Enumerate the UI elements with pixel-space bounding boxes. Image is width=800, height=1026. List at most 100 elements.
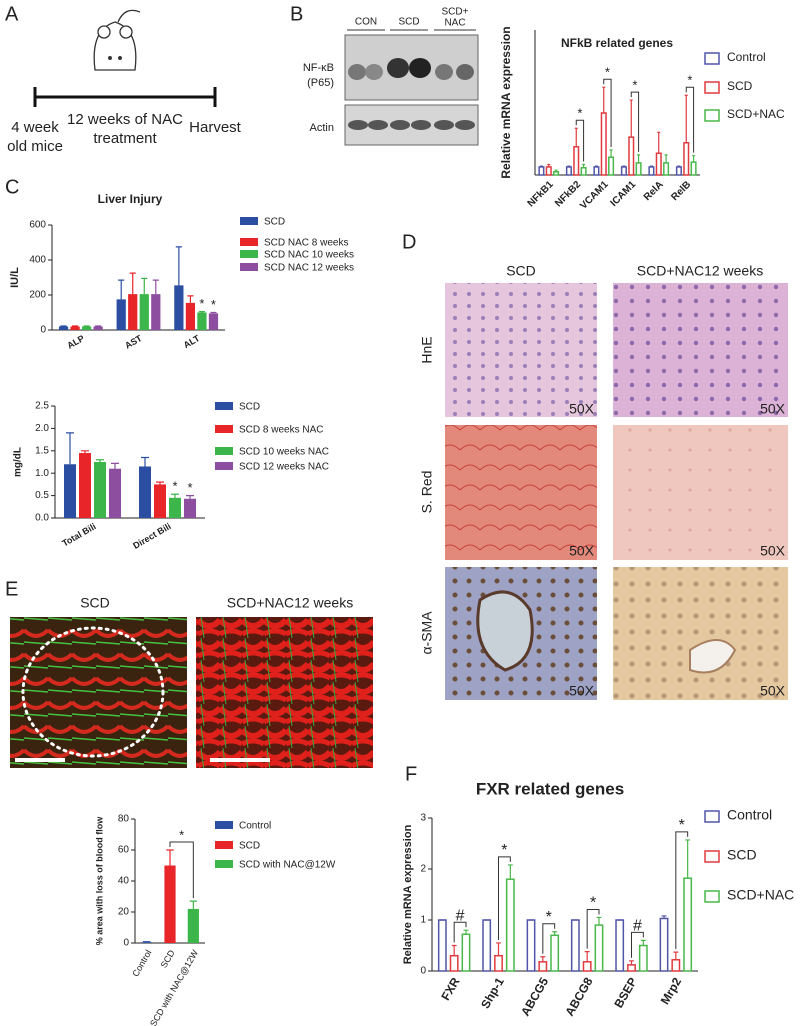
bar [164, 865, 176, 943]
legend-label: SCD NAC 10 weeks [264, 250, 354, 261]
bar [139, 466, 151, 518]
significance: * [546, 909, 552, 926]
bar [79, 453, 91, 518]
bar [505, 878, 515, 972]
bar [169, 497, 181, 518]
error-bar [552, 931, 558, 936]
error-bar [210, 311, 217, 314]
significance-bracket [498, 856, 511, 940]
bar [94, 462, 106, 518]
y-tick-label: 0 [40, 325, 46, 336]
y-axis-label: IU/L [9, 267, 21, 288]
significance: * [632, 78, 637, 93]
x-tick-label: Total Bili [60, 521, 97, 548]
bar [154, 484, 166, 518]
bar [208, 313, 219, 330]
y-tick-label: 3 [420, 813, 426, 824]
legend-label: Control [239, 821, 271, 832]
error-bar [60, 325, 67, 327]
bar [128, 294, 138, 330]
bar [151, 294, 161, 330]
error-bar [692, 155, 696, 163]
panel-label: A [5, 3, 19, 25]
y-axis-label: % area with loss of blood flow [94, 816, 104, 946]
error-bar [152, 279, 159, 295]
legend-swatch [240, 217, 258, 225]
x-tick-label: ABCG8 [562, 975, 595, 1019]
x-tick-label: ABCG5 [518, 975, 551, 1019]
bar [570, 919, 580, 972]
legend-swatch [704, 810, 720, 823]
error-bar [83, 325, 90, 327]
x-tick-label: BSEP [611, 975, 639, 1010]
bar [93, 326, 103, 330]
bar [109, 468, 121, 518]
bar [550, 934, 560, 972]
error-bar [609, 149, 613, 158]
bar [482, 919, 492, 972]
error-bar [567, 165, 571, 167]
significance: * [199, 296, 204, 311]
significance-bracket [675, 831, 689, 950]
x-tick-label: Direct Bili [131, 521, 172, 551]
significance: * [172, 479, 177, 494]
legend-swatch [215, 402, 233, 410]
bar [638, 944, 648, 972]
error-bar [664, 154, 668, 163]
blot-lane-label: SCD+ [442, 7, 469, 18]
bar [64, 464, 76, 518]
chart-title: FXR related genes [476, 779, 624, 798]
blot-lane-label: NAC [444, 18, 465, 29]
error-bar [81, 450, 89, 454]
bar [628, 136, 635, 176]
chart-title: NFkB related genes [561, 36, 673, 50]
error-bar [637, 154, 641, 163]
legend-label: SCD 8 weeks NAC [239, 425, 323, 436]
blot-row-label: Actin [310, 122, 334, 134]
imaging-column: SCD [80, 595, 110, 611]
legend-label: SCD [239, 402, 260, 413]
y-tick-label: 80 [118, 814, 130, 825]
significance: * [679, 817, 685, 834]
bar [526, 919, 536, 972]
error-bar [96, 459, 104, 462]
legend-swatch [215, 841, 233, 849]
legend-swatch [704, 52, 720, 65]
timeline-start: old mice [7, 138, 63, 155]
error-bar [657, 131, 661, 154]
error-bar [141, 277, 148, 295]
y-tick-label: 1 [420, 915, 426, 926]
legend-label: SCD 10 weeks NAC [239, 447, 329, 458]
x-tick-label: ICAM1 [608, 179, 638, 209]
error-bar [129, 272, 136, 295]
legend-swatch [215, 860, 233, 868]
blot-lane-label: SCD [398, 17, 419, 28]
x-tick-label: VCAM1 [578, 179, 611, 212]
x-tick-label: AST [123, 333, 144, 351]
bar [116, 299, 126, 330]
bar [58, 326, 69, 330]
y-tick-label: 60 [118, 845, 130, 856]
bar [565, 166, 572, 176]
bar [600, 112, 607, 176]
bar [573, 146, 580, 176]
x-tick-label: FXR [438, 975, 462, 1003]
legend-swatch [215, 462, 233, 470]
error-bar [673, 951, 679, 960]
bar [683, 877, 693, 972]
histology-images [445, 283, 788, 700]
y-tick-label: 400 [29, 255, 46, 266]
error-bar [685, 839, 691, 879]
blot-row-label: (P65) [307, 77, 334, 89]
error-bar [141, 456, 149, 467]
bar [627, 964, 636, 972]
y-axis-label: Relative mRNA expression [499, 26, 513, 178]
error-bar [451, 944, 457, 956]
error-bar [649, 165, 653, 167]
legend-label: SCD NAC 12 weeks [264, 263, 354, 274]
error-bar [539, 165, 543, 167]
timeline-treatment: treatment [93, 130, 157, 147]
bar [184, 498, 196, 518]
legend-label: Control [727, 50, 766, 64]
